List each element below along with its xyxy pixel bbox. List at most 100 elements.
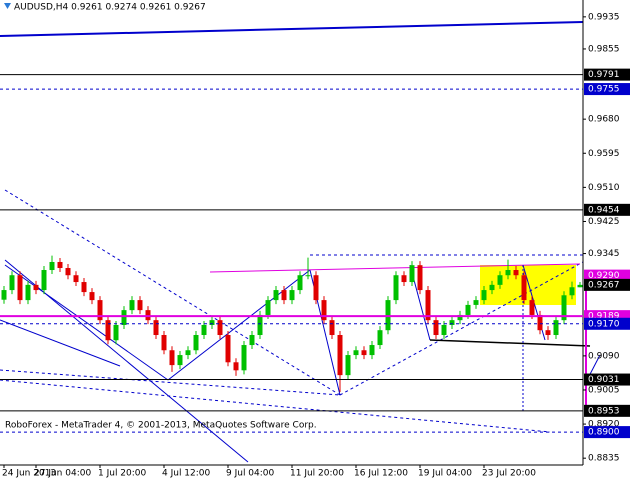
candle-body: [265, 300, 271, 315]
candle-body: [441, 324, 447, 336]
candle-body: [281, 290, 287, 301]
candle-body: [489, 284, 495, 291]
y-tick-label: 0.9935: [588, 12, 620, 22]
candle-body: [393, 275, 399, 301]
candle-body: [73, 275, 79, 283]
candle-body: [121, 310, 127, 325]
level-label: 0.9031: [588, 375, 620, 385]
level-label: 0.8953: [588, 406, 620, 416]
x-tick-label: 9 Jul 04:00: [226, 469, 275, 479]
candle-body: [529, 300, 535, 315]
candle-body: [193, 335, 199, 351]
y-tick-label: 0.9005: [588, 385, 620, 395]
candle-body: [273, 290, 279, 301]
candle-body: [57, 261, 63, 269]
candle-body: [465, 304, 471, 315]
level-box: [584, 278, 630, 291]
y-tick-label: 0.8920: [588, 420, 620, 430]
candle-body: [345, 355, 351, 376]
candle-body: [209, 320, 215, 325]
candle-body: [137, 300, 143, 311]
candle-body: [537, 314, 543, 331]
level-label: 0.9454: [588, 205, 620, 215]
level-box: [584, 203, 630, 216]
candle-body: [177, 355, 183, 366]
level-label: 0.9189: [588, 312, 620, 322]
chart-title: AUDUSD,H4 0.9261 0.9274 0.9261 0.9267: [14, 3, 206, 13]
y-tick-label: 0.9595: [588, 149, 620, 159]
candle-body: [217, 320, 223, 336]
candle-body: [553, 320, 559, 336]
level-label: 0.9290: [588, 271, 620, 281]
candle-body: [449, 320, 455, 325]
candle-body: [385, 300, 391, 331]
candle-body: [97, 300, 103, 321]
candle-body: [289, 290, 295, 301]
candle-body: [145, 310, 151, 321]
level-label: 0.9170: [588, 319, 620, 329]
level-box: [584, 373, 630, 386]
y-tick-label: 0.8835: [588, 454, 620, 464]
y-tick-label: 0.9345: [588, 249, 620, 259]
candle-body: [249, 335, 255, 346]
level-box: [584, 317, 630, 330]
y-tick-label: 0.9855: [588, 44, 620, 54]
candle-body: [257, 314, 263, 336]
candle-body: [577, 284, 583, 288]
x-tick-label: 27 Jun 04:00: [34, 469, 91, 479]
candle-body: [225, 335, 231, 363]
x-tick-label: 24 Jun 2013: [2, 469, 56, 479]
x-tick-label: 4 Jul 12:00: [162, 469, 211, 479]
y-tick-label: 0.9425: [588, 217, 620, 227]
candle-body: [561, 295, 567, 321]
level-label: 0.9755: [588, 85, 620, 95]
level-box: [584, 404, 630, 417]
candle-body: [473, 300, 479, 305]
trend-line: [339, 261, 584, 396]
candle-body: [9, 275, 15, 291]
candle-body: [49, 261, 55, 271]
trend-line: [167, 269, 311, 381]
footer: RoboForex - MetaTrader 4, © 2001-2013, M…: [5, 421, 317, 431]
analysis-lines: [0, 21, 601, 463]
x-tick-label: 1 Jul 20:00: [98, 469, 147, 479]
trend-line: [0, 21, 584, 37]
highlight-zone: [480, 265, 576, 305]
x-tick-label: 19 Jul 04:00: [418, 469, 472, 479]
candle-body: [505, 270, 511, 276]
x-tick-label: 11 Jul 20:00: [290, 469, 344, 479]
candle-body: [201, 324, 207, 336]
candle-body: [497, 275, 503, 285]
candle-body: [337, 335, 343, 376]
candle-body: [17, 275, 23, 301]
candle-body: [521, 275, 527, 301]
candle-body: [457, 314, 463, 321]
candle-body: [401, 275, 407, 283]
candle-body: [545, 330, 551, 336]
x-tick-label: 16 Jul 12:00: [354, 469, 408, 479]
trend-line: [0, 379, 551, 433]
candle-body: [65, 268, 71, 276]
level-box: [584, 426, 630, 439]
candle-body: [105, 320, 111, 341]
candle-body: [41, 270, 47, 291]
candle-body: [81, 282, 87, 293]
candle-body: [233, 362, 239, 371]
trend-line: [209, 263, 581, 273]
candle-body: [329, 320, 335, 336]
trend-line: [0, 319, 121, 367]
candle-body: [569, 287, 575, 296]
candle-body: [361, 350, 367, 356]
candle-body: [417, 265, 423, 291]
candle-body: [433, 320, 439, 336]
candle-body: [481, 290, 487, 301]
candle-body: [161, 335, 167, 351]
candle-body: [321, 300, 327, 321]
candle-body: [313, 275, 319, 301]
level-box: [584, 68, 630, 81]
candle-body: [153, 320, 159, 336]
candle-body: [305, 275, 311, 277]
candle-body: [89, 292, 95, 301]
